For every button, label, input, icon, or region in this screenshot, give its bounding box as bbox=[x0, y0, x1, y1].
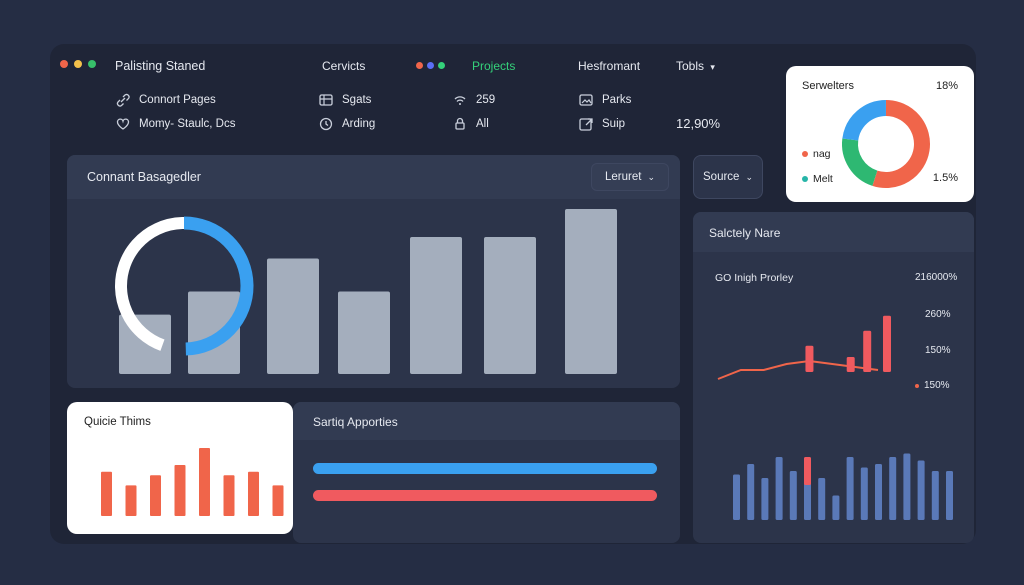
main-bar bbox=[410, 237, 462, 374]
donut-segment bbox=[842, 138, 878, 186]
close-dot[interactable] bbox=[60, 60, 68, 68]
donut-segment bbox=[842, 100, 887, 141]
minimize-dot[interactable] bbox=[74, 60, 82, 68]
nav-tobls[interactable]: Tobls ▾ bbox=[676, 59, 715, 73]
nav-hesfromant[interactable]: Hesfromant bbox=[578, 59, 641, 73]
range-dropdown[interactable]: Leruret ⌄ bbox=[591, 163, 669, 191]
right-chart bbox=[717, 315, 953, 520]
main-panel-title: Connant Basagedler bbox=[87, 170, 201, 184]
clock-icon bbox=[319, 117, 333, 131]
right-panel: Salctely Nare GO Inigh Prorley 216000% 2… bbox=[693, 212, 974, 543]
header-item-all[interactable]: All bbox=[452, 116, 489, 132]
blue-bar bbox=[804, 481, 811, 520]
blue-bar bbox=[761, 478, 769, 520]
nav-cervicts[interactable]: Cervicts bbox=[322, 59, 366, 73]
quick-bar bbox=[174, 465, 186, 516]
quick-bar bbox=[101, 471, 112, 516]
bottom-panel-title: Sartiq Apporties bbox=[313, 415, 398, 429]
image-icon bbox=[579, 94, 593, 106]
blue-bar bbox=[747, 464, 755, 520]
main-bar bbox=[565, 209, 617, 374]
quick-card: Quicie Thims bbox=[67, 402, 293, 534]
external-icon bbox=[579, 118, 593, 131]
header-item-sgats[interactable]: Sgats bbox=[318, 92, 371, 108]
blue-bar bbox=[917, 460, 925, 520]
legend-dot-icon bbox=[802, 151, 808, 157]
chevron-down-icon: ⌄ bbox=[647, 171, 655, 182]
header-item-momy[interactable]: Momy- Staulc, Dcs bbox=[115, 116, 236, 132]
legend-item-melt: Melt bbox=[802, 173, 833, 185]
quick-bar bbox=[150, 475, 161, 516]
right-panel-title: Salctely Nare bbox=[709, 226, 781, 240]
header-item-suip[interactable]: Suip bbox=[578, 116, 625, 132]
progress-track-blue bbox=[313, 463, 657, 474]
link-icon bbox=[116, 93, 130, 107]
donut-value-bottom: 1.5% bbox=[932, 172, 958, 184]
blue-bar bbox=[789, 471, 797, 520]
donut-chart bbox=[842, 100, 930, 188]
blue-bar bbox=[946, 471, 953, 520]
header-item-259[interactable]: 259 bbox=[452, 92, 495, 108]
source-button[interactable]: Source ⌄ bbox=[693, 155, 763, 199]
blue-highlight-bar bbox=[804, 457, 811, 485]
main-bar bbox=[267, 258, 319, 374]
blue-bar bbox=[889, 457, 897, 520]
header-item-arding[interactable]: Arding bbox=[318, 116, 375, 132]
donut-segment bbox=[872, 100, 930, 188]
donut-value-top: 18% bbox=[935, 80, 958, 92]
progress-track-red bbox=[313, 490, 657, 501]
red-bar bbox=[846, 357, 855, 372]
lock-icon bbox=[455, 117, 465, 130]
quick-bar bbox=[272, 485, 284, 516]
quick-bar bbox=[223, 475, 235, 516]
chevron-down-icon: ▾ bbox=[710, 62, 715, 72]
main-bar-chart bbox=[115, 209, 617, 374]
right-label-2: 260% bbox=[925, 309, 951, 320]
main-bar bbox=[338, 291, 390, 374]
bottom-panel: Sartiq Apporties bbox=[293, 402, 680, 543]
main-bar bbox=[484, 237, 536, 374]
app-title: Palisting Staned bbox=[115, 59, 206, 73]
donut-card-title: Serwelters bbox=[802, 80, 854, 92]
blue-bar bbox=[775, 457, 783, 520]
header-stat: 12,90% bbox=[676, 116, 721, 131]
nav-projects[interactable]: Projects bbox=[472, 59, 516, 73]
red-bar bbox=[805, 345, 814, 372]
blue-bar bbox=[818, 478, 826, 520]
quick-bar-chart bbox=[101, 448, 284, 516]
quick-bar bbox=[199, 448, 210, 516]
right-label-3: 150% bbox=[925, 345, 951, 356]
chevron-down-icon: ⌄ bbox=[745, 171, 753, 182]
progress-bar-blue bbox=[313, 463, 657, 474]
quick-bar bbox=[248, 471, 259, 516]
donut-card: Serwelters 18% nag Melt 1.5% bbox=[786, 66, 974, 202]
progress-bar-red bbox=[313, 490, 657, 501]
blue-bar bbox=[931, 471, 939, 520]
wifi-icon bbox=[454, 96, 466, 105]
blue-bar bbox=[846, 457, 854, 520]
header-item-connort[interactable]: Connort Pages bbox=[115, 92, 216, 108]
blue-bar bbox=[875, 464, 882, 520]
legend-dot-icon bbox=[802, 176, 808, 182]
red-bar bbox=[883, 315, 891, 372]
legend-item-nag: nag bbox=[802, 148, 831, 160]
right-label-4: 150% bbox=[915, 380, 950, 391]
quick-bar bbox=[125, 485, 137, 516]
heart-icon bbox=[116, 118, 130, 130]
red-bar bbox=[863, 330, 872, 372]
maximize-dot[interactable] bbox=[88, 60, 96, 68]
quick-card-title: Quicie Thims bbox=[84, 416, 151, 428]
right-panel-subtitle: GO Inigh Prorley bbox=[715, 272, 794, 284]
header-item-parks[interactable]: Parks bbox=[578, 92, 631, 108]
color-dots bbox=[416, 62, 445, 69]
blue-bar bbox=[832, 495, 840, 520]
blue-bar bbox=[860, 467, 868, 520]
right-label-1: 216000% bbox=[915, 272, 958, 283]
blue-bar bbox=[903, 453, 911, 520]
main-panel: Connant Basagedler Leruret ⌄ bbox=[67, 155, 680, 388]
window-controls bbox=[60, 60, 96, 68]
blue-bar bbox=[733, 474, 740, 520]
ring-progress bbox=[183, 216, 254, 356]
grid-icon bbox=[319, 94, 333, 106]
